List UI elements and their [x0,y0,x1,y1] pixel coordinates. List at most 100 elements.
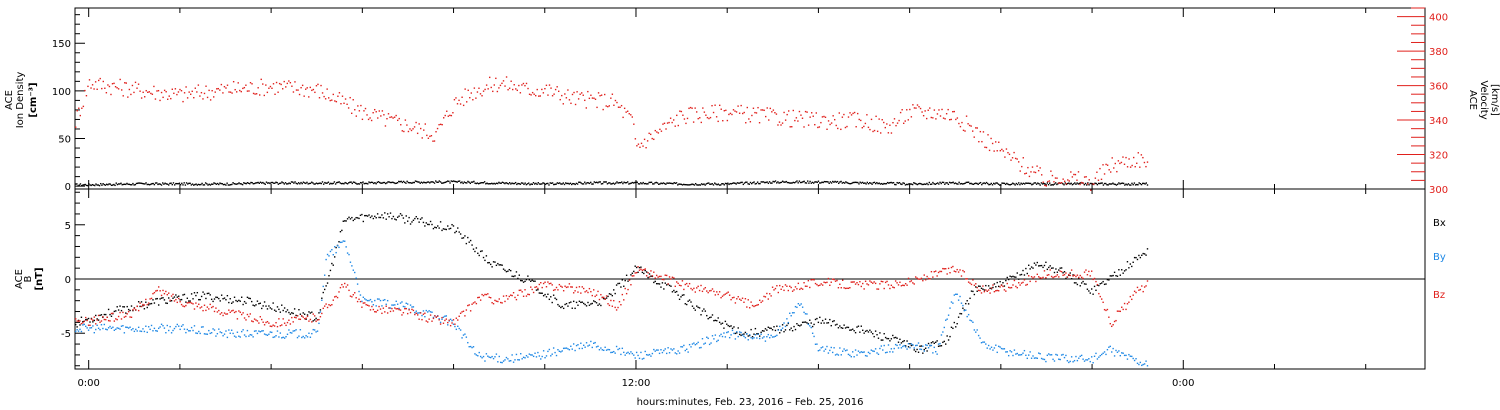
density-point [942,181,945,184]
field-point-by [1056,354,1059,356]
velocity-point [1060,181,1063,184]
field-point-bx [342,220,344,222]
field-point-by [208,329,210,332]
field-point-bx [220,294,223,296]
density-point [834,180,836,183]
field-point-by [76,328,78,331]
field-point-bz [376,309,379,312]
density-point [553,183,555,186]
field-point-bz [222,314,224,317]
density-point [1037,182,1039,184]
density-point [95,183,97,185]
field-point-bx [328,275,330,277]
field-point-by [312,328,314,331]
field-point-by [849,354,851,357]
velocity-point [725,109,727,112]
field-point-by [930,344,933,347]
field-point-bx [188,300,190,302]
field-point-bz [107,319,110,322]
field-point-by [381,305,383,307]
field-point-bz [969,282,971,284]
velocity-point [962,129,965,132]
velocity-point [896,122,899,124]
field-point-bz [864,280,867,282]
field-point-by [950,301,953,303]
field-point-bz [497,300,499,303]
field-point-bz [820,283,822,285]
field-point-bz [319,316,322,318]
velocity-point [1079,183,1081,186]
density-point [252,183,255,185]
field-point-bx [754,327,757,330]
field-point-bz [175,298,177,301]
density-point [953,182,956,185]
density-point [615,182,617,184]
field-point-bx [572,300,575,303]
field-point-by [927,347,930,349]
field-point-bx [344,220,346,222]
density-point [92,184,95,186]
field-point-by [521,358,523,360]
field-point-bz [1038,276,1040,278]
field-point-bz [199,307,201,309]
velocity-point [364,107,367,110]
field-point-bz [899,281,901,283]
density-point [828,182,830,185]
field-point-by [239,336,241,338]
field-point-bz [515,298,518,301]
velocity-point [844,126,847,129]
field-point-by [100,324,103,326]
field-point-by [409,304,412,306]
field-point-by [82,324,84,326]
velocity-point [1027,166,1029,169]
field-point-bx [793,325,795,328]
field-point-bx [265,305,267,307]
field-point-bx [949,335,951,338]
field-point-bx [119,305,121,307]
field-point-bx [318,312,320,314]
field-point-by [335,251,337,254]
field-point-bz [760,301,762,304]
velocity-point [278,82,281,85]
field-point-by [103,323,106,326]
field-point-bz [419,312,422,314]
density-point [309,182,312,185]
density-point [585,183,587,185]
density-point [1103,182,1106,185]
field-point-by [212,328,214,330]
field-point-by [884,351,887,354]
field-point-by [912,344,914,346]
velocity-point [953,110,955,113]
density-point [659,183,661,185]
velocity-point [232,80,235,83]
field-point-by [996,351,998,354]
field-point-bz [587,291,589,294]
density-point [296,183,299,185]
field-point-bx [1112,274,1114,277]
field-point-by [532,355,535,358]
velocity-point [958,122,960,125]
density-point [803,180,805,183]
density-point [700,183,703,185]
velocity-point [131,84,134,87]
field-point-bx [258,302,260,305]
field-point-bz [634,272,636,274]
density-point [134,183,137,186]
field-point-by [597,345,599,347]
field-point-bz [494,299,496,302]
field-point-bz [379,308,382,310]
density-point [147,183,150,186]
field-point-bx [886,337,888,340]
field-point-bz [923,274,925,276]
field-point-bz [488,296,490,298]
field-point-by [538,355,541,357]
density-point [908,183,910,185]
density-point [981,183,983,186]
field-point-by [1112,347,1114,350]
density-point [1027,182,1029,184]
field-point-by [634,357,636,359]
field-point-bx [890,338,893,340]
field-point-by [449,318,452,320]
velocity-point [662,123,664,125]
density-point [394,182,396,185]
